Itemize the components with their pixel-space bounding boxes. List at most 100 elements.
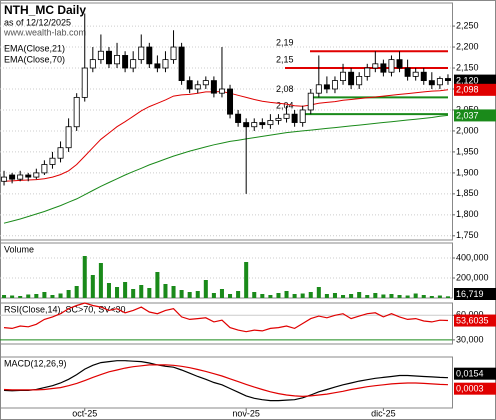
- candle-body: [364, 67, 371, 77]
- indicator-line: [3, 364, 449, 398]
- panel: [0, 302, 453, 345]
- volume-bar: [34, 294, 39, 298]
- y-tick-label: 1,900: [456, 167, 479, 177]
- candle-body: [170, 46, 177, 61]
- candle-body: [57, 147, 64, 159]
- candle-body: [17, 174, 24, 180]
- candle-body: [138, 46, 145, 61]
- volume-bar: [389, 294, 394, 298]
- chart-title: NTH_MC Daily: [4, 3, 86, 17]
- volume-bar: [219, 289, 224, 298]
- volume-bar: [195, 291, 200, 298]
- value-tag-bg: [454, 382, 496, 395]
- candle-body: [243, 122, 250, 128]
- volume-bar: [187, 292, 192, 298]
- volume-bar: [2, 295, 7, 298]
- value-tag-bg: [454, 74, 496, 87]
- volume-bar: [316, 287, 321, 298]
- level-label: 2,08: [276, 84, 294, 94]
- volume-bar: [381, 294, 386, 298]
- volume-bar: [244, 262, 249, 298]
- volume-bar: [106, 283, 111, 298]
- volume-bar: [292, 294, 297, 298]
- value-tag: 2,120: [456, 75, 479, 85]
- candle-body: [114, 55, 121, 65]
- candle-body: [210, 80, 217, 94]
- value-tag: 16,719: [456, 289, 484, 299]
- y-tick-label: 1,950: [456, 146, 479, 156]
- volume-bar: [90, 275, 95, 298]
- panel: [0, 356, 453, 409]
- ema-line: [3, 89, 449, 182]
- candle-body: [331, 80, 338, 90]
- candle-body: [372, 63, 379, 69]
- panel-title: MACD(12,26,9): [4, 358, 67, 368]
- candle-body: [307, 92, 314, 111]
- volume-bar: [66, 290, 71, 298]
- value-tag-bg: [454, 367, 496, 380]
- volume-bar: [147, 288, 152, 298]
- volume-bar: [405, 295, 410, 298]
- x-tick-label: dic-25: [371, 408, 396, 418]
- candle-body: [122, 55, 129, 69]
- value-tag-bg: [454, 109, 496, 122]
- value-tag: 53,6035: [456, 315, 489, 325]
- indicator-line: [3, 360, 449, 402]
- candle-body: [194, 84, 201, 90]
- volume-bar: [260, 294, 265, 298]
- volume-bar: [341, 295, 346, 298]
- candle-body: [105, 50, 112, 65]
- candle-body: [154, 63, 161, 69]
- volume-bar: [236, 291, 241, 298]
- candle-body: [275, 117, 282, 121]
- candle-body: [315, 84, 322, 94]
- candle-body: [73, 96, 80, 128]
- candle-body: [33, 172, 40, 178]
- legend-entry: EMA(Close,21): [4, 43, 65, 53]
- volume-bar: [58, 293, 63, 298]
- candle-body: [412, 71, 419, 77]
- value-tag: 0,0003: [456, 384, 484, 394]
- source: www.wealth-lab.com: [3, 27, 86, 37]
- candle-body: [146, 46, 153, 65]
- candle-body: [202, 80, 209, 86]
- volume-bar: [445, 296, 450, 298]
- y-tick-label: 30,000: [456, 334, 484, 344]
- candle-body: [65, 126, 72, 149]
- candle-body: [41, 164, 48, 174]
- volume-bar: [98, 263, 103, 298]
- volume-bar: [397, 295, 402, 298]
- volume-bar: [26, 294, 31, 298]
- candle-body: [130, 59, 137, 69]
- value-tag-bg: [454, 83, 496, 96]
- candle-body: [267, 120, 274, 126]
- candle-body: [186, 80, 193, 90]
- candle-body: [436, 78, 443, 86]
- y-tick-label: 2,150: [456, 62, 479, 72]
- candle-body: [428, 80, 435, 86]
- candle-body: [49, 157, 56, 165]
- volume-bar: [324, 294, 329, 298]
- volume-bar: [42, 292, 47, 298]
- y-tick-label: 200,000: [456, 272, 489, 282]
- volume-bar: [252, 292, 257, 298]
- volume-bar: [203, 280, 208, 298]
- candle-body: [9, 174, 16, 180]
- y-tick-label: 2,250: [456, 20, 479, 30]
- volume-bar: [18, 296, 23, 298]
- volume-bar: [82, 256, 87, 298]
- volume-bar: [276, 293, 281, 298]
- volume-bar: [365, 295, 370, 298]
- y-tick-label: 2,050: [456, 104, 479, 114]
- panel: [0, 2, 453, 241]
- candle-body: [396, 59, 403, 69]
- candle-body: [323, 84, 330, 90]
- volume-bar: [308, 292, 313, 298]
- volume-bar: [50, 295, 55, 298]
- volume-bar: [163, 284, 168, 298]
- volume-bar: [131, 289, 136, 298]
- volume-bar: [373, 293, 378, 298]
- volume-bar: [179, 290, 184, 298]
- candle-body: [227, 88, 234, 115]
- volume-bar: [437, 295, 442, 298]
